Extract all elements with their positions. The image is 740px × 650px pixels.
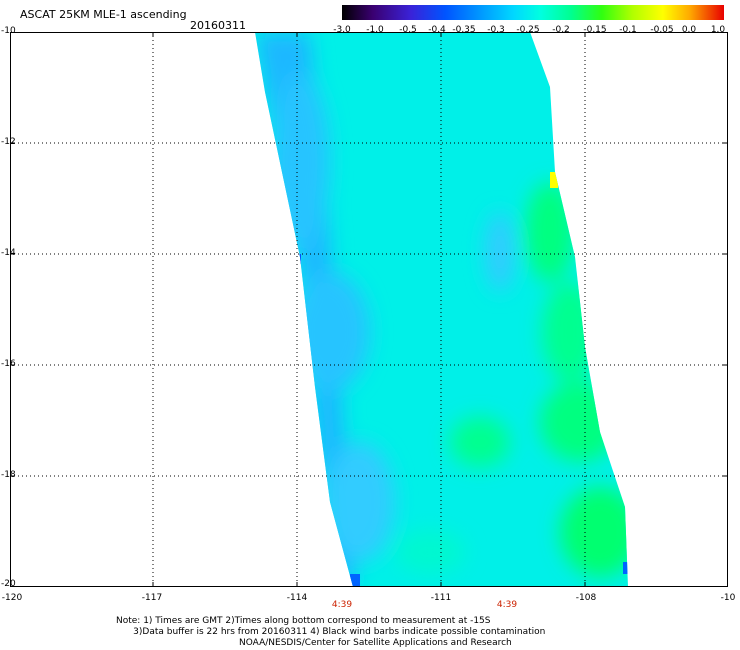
product-date: 20160311 xyxy=(190,19,246,32)
colorbar-label: -0.1 xyxy=(619,25,637,35)
colorbar-label: -0.15 xyxy=(583,25,607,35)
colorbar-label: -0.25 xyxy=(516,25,540,35)
colorbar xyxy=(342,5,724,20)
latitude-label: -14 xyxy=(1,248,16,258)
note-line-2: 3)Data buffer is 22 hrs from 20160311 4)… xyxy=(116,627,546,637)
colorbar-label: -0.05 xyxy=(650,25,674,35)
wind-map xyxy=(10,32,728,587)
swath-green-south xyxy=(560,487,628,577)
time-label: 4:39 xyxy=(331,600,353,610)
swath xyxy=(255,32,628,587)
latitude-label: -18 xyxy=(1,470,16,480)
colorbar-label: -3.0 xyxy=(333,25,351,35)
swath-edge-pixel-2 xyxy=(623,562,628,574)
longitude-label: -117 xyxy=(141,593,163,603)
longitude-label: -120 xyxy=(1,593,23,603)
colorbar-label: -0.35 xyxy=(452,25,476,35)
latitude-label: -20 xyxy=(1,579,16,589)
latitude-label: -10 xyxy=(1,26,16,36)
latitude-label: -12 xyxy=(1,137,16,147)
colorbar-label: -1.0 xyxy=(366,25,384,35)
colorbar-label: 1.0 xyxy=(710,25,726,35)
longitude-label: -111 xyxy=(430,593,452,603)
swath-edge-pixel-3 xyxy=(350,574,360,587)
colorbar-label: -0.2 xyxy=(552,25,570,35)
product-title: ASCAT 25KM MLE-1 ascending xyxy=(20,8,187,21)
swath-green-north xyxy=(525,182,575,282)
time-label: 4:39 xyxy=(496,600,518,610)
colorbar-label: -0.5 xyxy=(399,25,417,35)
note-line-1: Note: 1) Times are GMT 2)Times along bot… xyxy=(116,616,491,626)
swath-yellow-pixel xyxy=(550,172,558,188)
note-line-3: NOAA/NESDIS/Center for Satellite Applica… xyxy=(116,638,512,648)
latitude-label: -16 xyxy=(1,359,16,369)
colorbar-label: -0.4 xyxy=(428,25,446,35)
longitude-label: -10 xyxy=(720,593,736,603)
colorbar-label: 0.0 xyxy=(681,25,697,35)
notes: Note: 1) Times are GMT 2)Times along bot… xyxy=(116,616,545,649)
graticule xyxy=(10,32,728,587)
map-frame xyxy=(10,32,728,587)
longitude-label: -108 xyxy=(575,593,597,603)
swath-green-center xyxy=(450,417,510,467)
longitude-label: -114 xyxy=(286,593,308,603)
colorbar-label: -0.3 xyxy=(487,25,505,35)
swath-edge-pixel-1 xyxy=(293,254,301,264)
